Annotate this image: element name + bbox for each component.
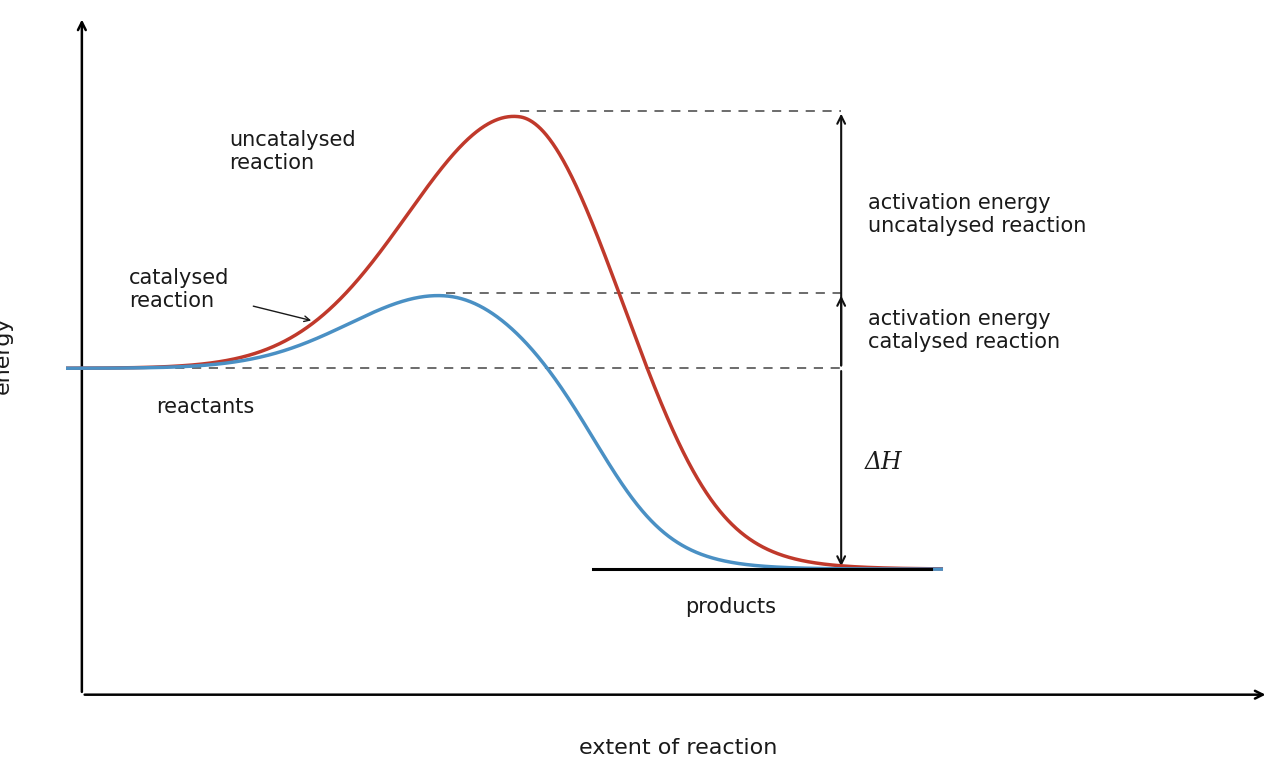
- Text: energy: energy: [0, 317, 13, 394]
- Text: activation energy
uncatalysed reaction: activation energy uncatalysed reaction: [867, 193, 1085, 236]
- Text: catalysed
reaction: catalysed reaction: [130, 268, 230, 312]
- Text: ΔH: ΔH: [865, 451, 902, 474]
- Text: activation energy
catalysed reaction: activation energy catalysed reaction: [867, 309, 1060, 352]
- Text: products: products: [685, 597, 776, 617]
- Text: extent of reaction: extent of reaction: [579, 738, 777, 758]
- Text: reactants: reactants: [155, 396, 254, 416]
- Text: uncatalysed
reaction: uncatalysed reaction: [230, 130, 357, 174]
